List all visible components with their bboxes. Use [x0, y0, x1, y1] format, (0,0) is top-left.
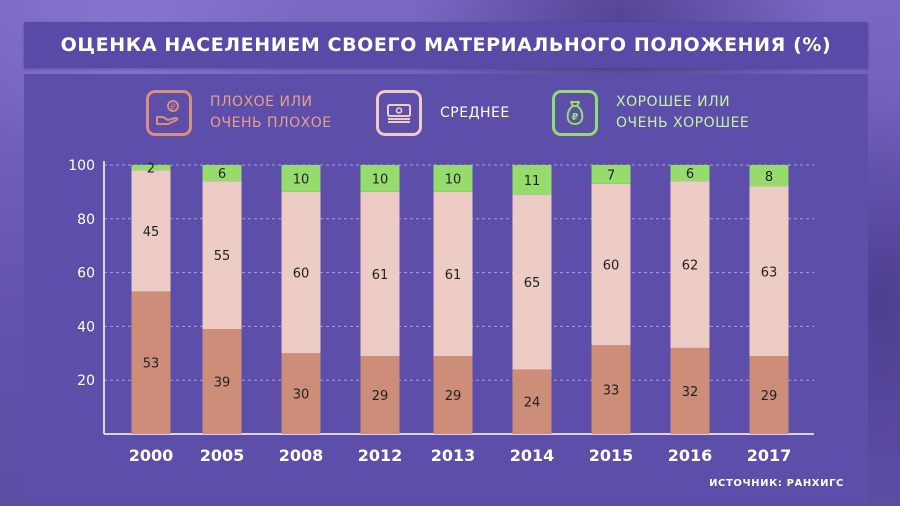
bar-segment-bad [433, 355, 473, 434]
x-tick-label: 2012 [358, 446, 403, 465]
data-label: 61 [445, 268, 462, 283]
y-tick-label: 100 [68, 158, 95, 174]
x-tick-label: 2005 [200, 446, 245, 465]
data-label: 30 [293, 388, 310, 403]
bar-segment-good [202, 165, 242, 182]
bar-segment-average [433, 191, 473, 356]
bar-segment-average [591, 183, 631, 346]
legend-item-good: ₽ ХОРОШЕЕ ИЛИ ОЧЕНЬ ХОРОШЕЕ [552, 90, 749, 136]
bar-segment-good [281, 165, 321, 192]
data-label: 6 [218, 167, 226, 182]
svg-text:₽: ₽ [170, 103, 175, 112]
data-label: 6 [686, 167, 694, 182]
bar-segment-average [749, 186, 789, 356]
data-label: 60 [293, 267, 310, 282]
data-label: 39 [214, 376, 231, 391]
bar-segment-good [591, 165, 631, 184]
bar-segment-bad [281, 353, 321, 434]
data-label: 7 [607, 168, 615, 183]
data-label: 32 [682, 385, 699, 400]
x-tick-label: 2015 [589, 446, 634, 465]
legend-item-average: СРЕДНЕЕ [376, 90, 510, 136]
bar-segment-bad [591, 345, 631, 434]
data-label: 29 [761, 389, 778, 404]
chart-title: ОЦЕНКА НАСЕЛЕНИЕМ СВОЕГО МАТЕРИАЛЬНОГО П… [60, 34, 832, 56]
x-tick-label: 2000 [129, 446, 174, 465]
legend-item-bad: ₽ ПЛОХОЕ ИЛИ ОЧЕНЬ ПЛОХОЕ [146, 90, 332, 136]
bar-segment-bad [749, 355, 789, 434]
data-label: 65 [524, 276, 541, 291]
y-tick-label: 40 [77, 319, 95, 335]
data-label: 2 [147, 162, 155, 177]
data-label: 29 [372, 389, 389, 404]
bar-segment-average [281, 191, 321, 354]
bar-segment-bad [512, 369, 552, 434]
data-label: 10 [445, 172, 462, 187]
x-tick-label: 2008 [279, 446, 324, 465]
bar-segment-good [433, 165, 473, 192]
bar-segment-average [670, 181, 710, 348]
legend-label-good: ХОРОШЕЕ ИЛИ ОЧЕНЬ ХОРОШЕЕ [616, 94, 750, 131]
bar-segment-good [131, 165, 171, 171]
data-label: 63 [761, 265, 778, 280]
bar-segment-bad [360, 355, 400, 434]
data-label: 11 [524, 174, 541, 189]
bar-segment-average [512, 194, 552, 370]
bar-segment-good [670, 165, 710, 182]
data-label: 61 [372, 268, 389, 283]
hand-coins-icon: ₽ [146, 90, 192, 136]
data-label: 45 [143, 225, 160, 240]
data-label: 33 [603, 384, 620, 399]
data-label: 10 [372, 172, 389, 187]
data-label: 29 [445, 389, 462, 404]
svg-text:₽: ₽ [572, 112, 579, 123]
data-label: 62 [682, 259, 699, 274]
y-tick-label: 20 [77, 373, 95, 389]
data-label: 8 [765, 170, 773, 185]
title-bar: ОЦЕНКА НАСЕЛЕНИЕМ СВОЕГО МАТЕРИАЛЬНОГО П… [24, 22, 868, 68]
bar-segment-good [749, 165, 789, 187]
source-note: ИСТОЧНИК: РАНХИГС [709, 478, 844, 489]
data-label: 10 [293, 172, 310, 187]
x-tick-label: 2017 [747, 446, 792, 465]
bar-segment-average [131, 170, 171, 292]
bar-segment-average [202, 181, 242, 330]
legend-label-bad: ПЛОХОЕ ИЛИ ОЧЕНЬ ПЛОХОЕ [210, 94, 332, 131]
data-label: 53 [143, 357, 160, 372]
data-label: 24 [524, 396, 541, 411]
data-label: 55 [214, 249, 231, 264]
bar-segment-good [360, 165, 400, 192]
banknote-stack-icon [376, 90, 422, 136]
y-tick-label: 60 [77, 266, 95, 282]
bar-segment-bad [131, 291, 171, 434]
money-bag-ruble-icon: ₽ [552, 90, 598, 136]
legend-label-average: СРЕДНЕЕ [440, 104, 510, 121]
x-tick-label: 2016 [668, 446, 713, 465]
x-tick-label: 2013 [431, 446, 476, 465]
x-tick-label: 2014 [510, 446, 555, 465]
bar-segment-average [360, 191, 400, 356]
bar-segment-bad [670, 347, 710, 434]
y-tick-label: 80 [77, 212, 95, 228]
data-label: 60 [603, 259, 620, 274]
bar-segment-good [512, 165, 552, 195]
bar-segment-bad [202, 329, 242, 434]
